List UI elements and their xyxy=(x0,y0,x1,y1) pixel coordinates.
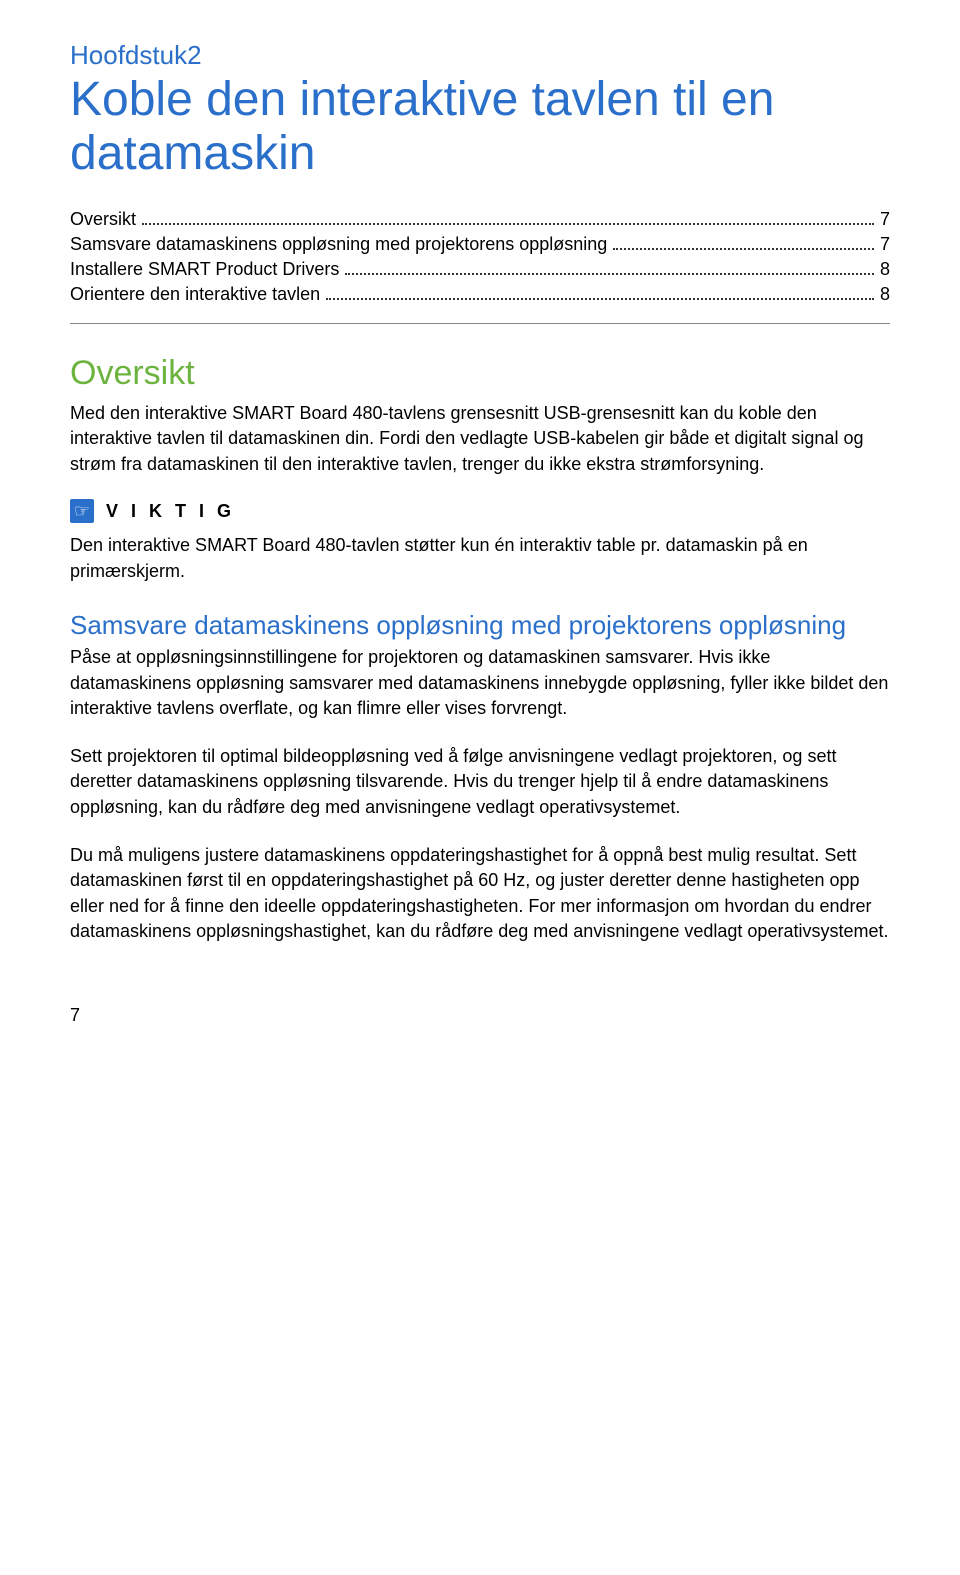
subsection-heading: Samsvare datamaskinens oppløsning med pr… xyxy=(70,610,890,641)
toc-item-page: 8 xyxy=(880,284,890,305)
toc-item-page: 7 xyxy=(880,234,890,255)
toc-row: Samsvare datamaskinens oppløsning med pr… xyxy=(70,234,890,255)
table-of-contents: Oversikt 7 Samsvare datamaskinens oppløs… xyxy=(70,209,890,305)
callout-box: ☞ V I K T I G Den interaktive SMART Boar… xyxy=(70,499,890,584)
toc-item-page: 8 xyxy=(880,259,890,280)
subsection-paragraph: Du må muligens justere datamaskinens opp… xyxy=(70,843,890,945)
toc-leader-dots xyxy=(326,285,874,299)
pointing-hand-icon: ☞ xyxy=(70,499,94,523)
toc-item-label: Samsvare datamaskinens oppløsning med pr… xyxy=(70,234,607,255)
subsection-paragraph: Sett projektoren til optimal bildeoppløs… xyxy=(70,744,890,821)
toc-row: Orientere den interaktive tavlen 8 xyxy=(70,284,890,305)
toc-row: Oversikt 7 xyxy=(70,209,890,230)
toc-leader-dots xyxy=(613,235,874,249)
toc-item-label: Installere SMART Product Drivers xyxy=(70,259,339,280)
chapter-label: Hoofdstuk2 xyxy=(70,40,890,71)
subsection-paragraph: Påse at oppløsningsinnstillingene for pr… xyxy=(70,645,890,722)
callout-header: ☞ V I K T I G xyxy=(70,499,890,523)
toc-leader-dots xyxy=(345,260,874,274)
chapter-title: Koble den interaktive tavlen til en data… xyxy=(70,73,890,181)
toc-item-page: 7 xyxy=(880,209,890,230)
toc-item-label: Orientere den interaktive tavlen xyxy=(70,284,320,305)
section-divider xyxy=(70,323,890,324)
section-heading: Oversikt xyxy=(70,354,890,393)
toc-item-label: Oversikt xyxy=(70,209,136,230)
document-page: Hoofdstuk2 Koble den interaktive tavlen … xyxy=(0,0,960,1066)
callout-label: V I K T I G xyxy=(106,501,235,522)
toc-leader-dots xyxy=(142,210,874,224)
section-paragraph: Med den interaktive SMART Board 480-tavl… xyxy=(70,401,890,478)
page-number: 7 xyxy=(70,1005,890,1026)
callout-body: Den interaktive SMART Board 480-tavlen s… xyxy=(70,533,890,584)
toc-row: Installere SMART Product Drivers 8 xyxy=(70,259,890,280)
